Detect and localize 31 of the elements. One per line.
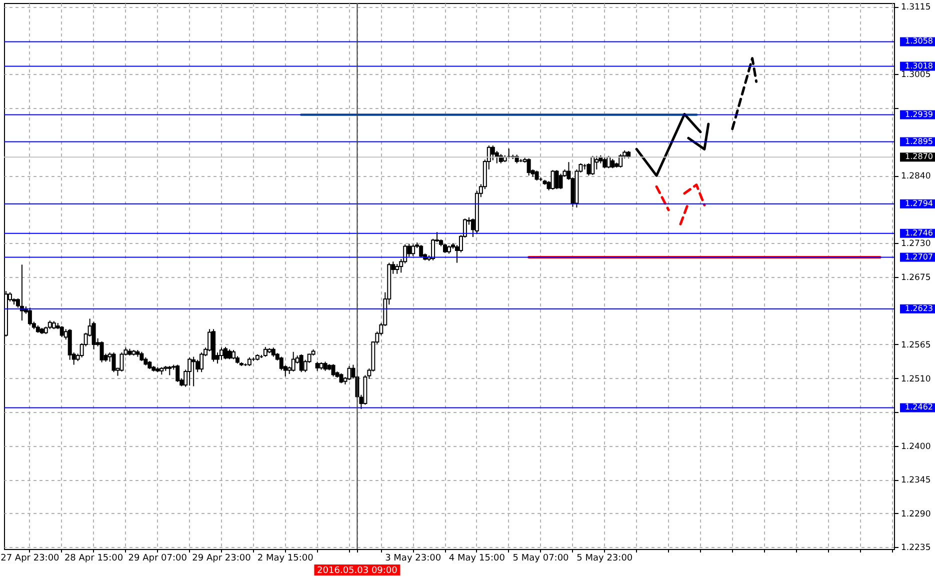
ref-line-label: 1.2707 xyxy=(905,252,933,262)
ref-line-label: 1.3058 xyxy=(905,36,933,46)
x-tick-label: 28 Apr 15:00 xyxy=(64,554,124,564)
x-tick-label: 29 Apr 07:00 xyxy=(128,554,188,564)
ref-line-label: 1.2746 xyxy=(905,228,933,238)
x-tick-label: 5 May 07:00 xyxy=(512,554,570,564)
x-tick-label: 3 May 23:00 xyxy=(385,554,442,564)
x-tick-label: 5 May 23:00 xyxy=(576,554,633,564)
ref-line-label: 1.2462 xyxy=(905,402,933,412)
y-tick-label: 1.2400 xyxy=(901,442,931,452)
x-tick-label: 4 May 15:00 xyxy=(448,554,506,564)
y-tick-label: 1.2510 xyxy=(901,374,931,384)
x-tick-label: 2 May 15:00 xyxy=(257,554,314,564)
ref-line-label: 1.2895 xyxy=(905,136,933,146)
ref-line-label: 1.2939 xyxy=(905,110,933,119)
x-tick-label: 2016.05.03 09:00 xyxy=(317,566,398,576)
ref-line-label: 1.2794 xyxy=(905,198,933,208)
y-tick-label: 1.2345 xyxy=(901,476,931,486)
ref-line-label: 1.3018 xyxy=(905,61,933,70)
y-tick-label: 1.2730 xyxy=(901,239,931,250)
y-tick-label: 1.2675 xyxy=(901,272,931,283)
y-tick-label: 1.2565 xyxy=(901,340,931,350)
y-tick-label: 1.2290 xyxy=(901,509,931,520)
y-tick-label: 1.2235 xyxy=(901,543,931,554)
ref-line-label: 1.2870 xyxy=(905,152,933,162)
y-tick-label: 1.2840 xyxy=(901,172,931,182)
x-tick-label: 27 Apr 23:00 xyxy=(0,554,60,564)
ref-line-label: 1.2623 xyxy=(905,304,933,313)
x-tick-label: 29 Apr 23:00 xyxy=(192,554,252,564)
y-tick-label: 1.3005 xyxy=(901,70,931,80)
y-tick-label: 1.3115 xyxy=(901,2,931,13)
